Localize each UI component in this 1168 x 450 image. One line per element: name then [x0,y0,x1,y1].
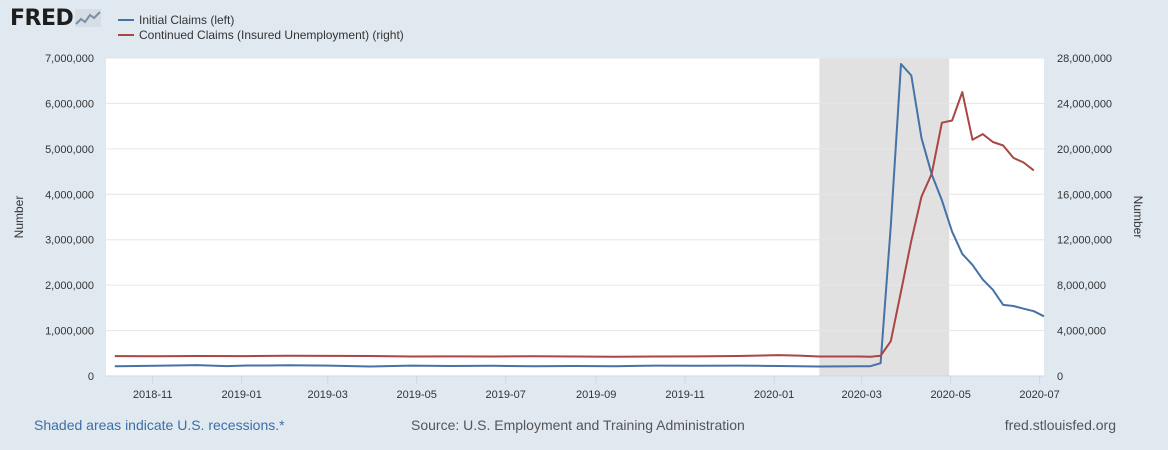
legend-swatch-continued [118,33,134,36]
y-tick-right: 16,000,000 [1057,189,1112,201]
y-axis-label-right: Number [1131,196,1145,239]
chart-legend: Initial Claims (left) Continued Claims (… [118,12,404,42]
x-tick-label: 2019-05 [397,389,437,401]
y-tick-right: 4,000,000 [1057,326,1106,338]
x-tick-label: 2020-05 [930,389,970,401]
y-tick-right: 28,000,000 [1057,53,1112,65]
x-tick-label: 2020-03 [841,389,881,401]
x-tick-label: 2019-03 [308,389,348,401]
recession-note-link[interactable]: Shaded areas indicate U.S. recessions.* [34,417,285,433]
x-tick-label: 2019-09 [576,389,616,401]
series-line-continued-claims[interactable] [114,91,1035,358]
source-text: Source: U.S. Employment and Training Adm… [411,417,745,433]
site-link[interactable]: fred.stlouisfed.org [1004,417,1116,433]
fred-logo-text: FRED [10,6,74,31]
recession-shading [819,58,950,376]
y-tick-right: 8,000,000 [1057,280,1106,292]
chart: 0 0 1,000,000 4,000,000 2,000,000 8,000,000 3,… [12,53,1145,401]
y-tick-right: 24,000,000 [1057,98,1112,110]
legend-item-continued-claims[interactable]: Continued Claims (Insured Unemployment) … [118,27,404,42]
fred-logo[interactable]: FRED [10,6,102,31]
x-tick-label: 2018-11 [133,389,173,401]
y-tick-right: 20,000,000 [1057,144,1112,156]
fred-logo-graph-icon [75,9,102,27]
x-tick-label: 2020-07 [1019,389,1059,401]
y-tick-left: 6,000,000 [45,98,94,110]
y-tick-left: 3,000,000 [45,235,94,247]
y-tick-left: 2,000,000 [45,280,94,292]
x-tick-label: 2019-11 [665,389,705,401]
x-tick-label: 2019-07 [486,389,526,401]
legend-swatch-initial [118,18,134,21]
x-tick-label: 2020-01 [754,389,794,401]
y-tick-left: 7,000,000 [45,53,94,65]
legend-label-initial: Initial Claims (left) [139,12,235,27]
y-axis-label-left: Number [12,196,26,239]
x-tick-label: 2019-01 [221,389,261,401]
y-tick-left: 4,000,000 [45,189,94,201]
legend-item-initial-claims[interactable]: Initial Claims (left) [118,12,404,27]
y-tick-right: 12,000,000 [1057,235,1112,247]
legend-label-continued: Continued Claims (Insured Unemployment) … [139,27,404,42]
series-line-initial-claims[interactable] [114,63,1045,368]
y-tick-left: 0 [88,371,94,383]
y-tick-left: 5,000,000 [45,144,94,156]
y-tick-right: 0 [1057,371,1063,383]
y-tick-left: 1,000,000 [45,326,94,338]
